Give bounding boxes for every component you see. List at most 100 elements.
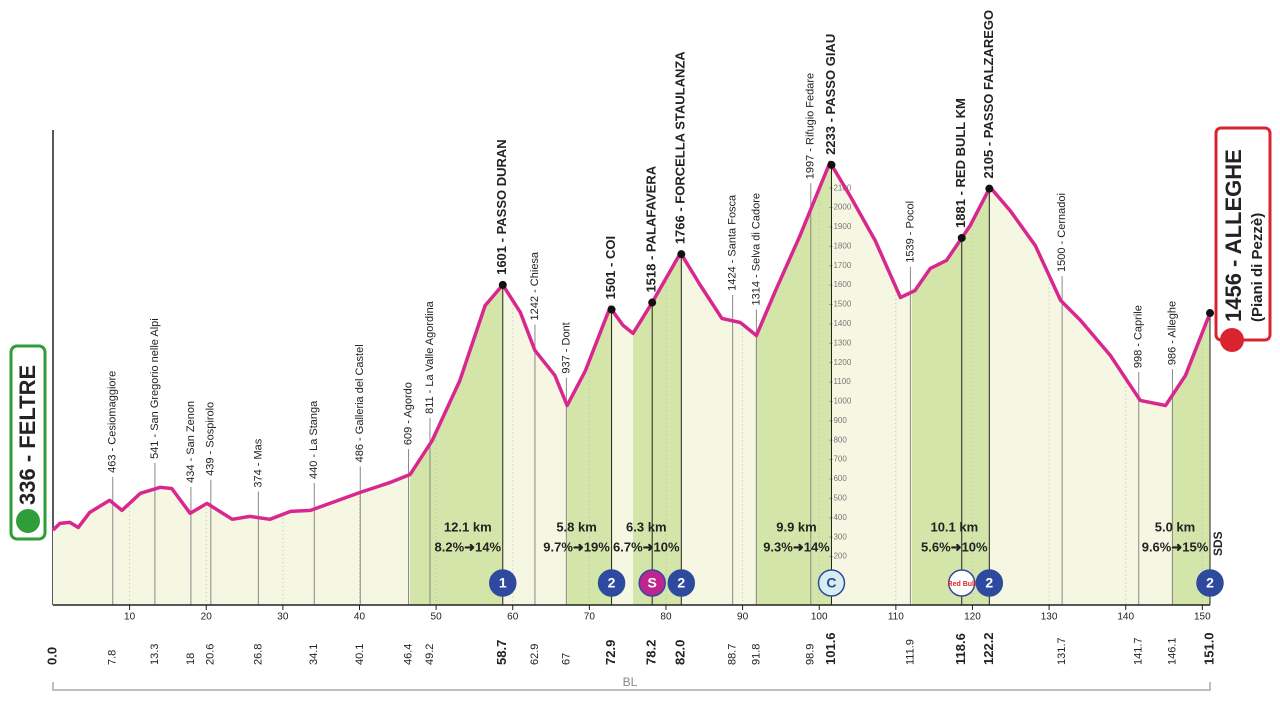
- km-label: 26.8: [252, 644, 264, 665]
- climb-length: 5.0 km: [1155, 519, 1195, 534]
- y-tick-label: 1400: [833, 319, 851, 328]
- summit-label: 1766 - FORCELLA STAULANZA: [673, 51, 688, 244]
- km-label: 82.0: [673, 640, 688, 665]
- climb-length: 5.8 km: [556, 519, 596, 534]
- x-tick-label: 60: [507, 612, 519, 623]
- province-label: BL: [623, 675, 638, 689]
- climb-length: 6.3 km: [626, 519, 666, 534]
- waypoint-label: 1539 - Pocol: [904, 201, 916, 263]
- y-tick-label: 1500: [833, 300, 851, 309]
- climb-badge-label: 2: [1206, 575, 1214, 591]
- waypoint-label: 434 - San Zenon: [185, 401, 197, 483]
- km-label: 122.2: [981, 632, 996, 665]
- summit-label: 1881 - RED BULL KM: [953, 98, 968, 228]
- climb-area: [410, 284, 503, 605]
- summit-label: 1601 - PASSO DURAN: [494, 139, 509, 275]
- y-tick-label: 1000: [833, 397, 851, 406]
- y-tick-label: 900: [833, 416, 847, 425]
- summit-label: 2105 - PASSO FALZAREGO: [981, 10, 996, 179]
- x-tick-label: 10: [124, 612, 136, 623]
- climb-gradient: 9.3%➜14%: [763, 539, 830, 554]
- y-tick-label: 700: [833, 455, 847, 464]
- summit-dot: [677, 250, 686, 259]
- climb-gradient: 9.7%➜19%: [543, 539, 610, 554]
- y-tick-label: 1700: [833, 261, 851, 270]
- climb-area: [1171, 313, 1210, 605]
- climb-area: [911, 188, 990, 605]
- climb-badge: [975, 569, 1004, 597]
- summit-dot: [607, 305, 616, 314]
- x-tick-label: 150: [1194, 612, 1211, 623]
- y-tick-label: 800: [833, 435, 847, 444]
- climb-badge-label: 2: [608, 575, 616, 591]
- y-tick-label: 300: [833, 532, 847, 541]
- climb-gradient: 9.6%➜15%: [1142, 539, 1209, 554]
- km-label: 78.2: [644, 640, 659, 665]
- km-label: 20.6: [205, 644, 217, 665]
- climb-badge: [638, 569, 666, 597]
- y-tick-label: 600: [833, 474, 847, 483]
- waypoint-label: 1314 - Selva di Cadore: [750, 193, 762, 306]
- x-tick-label: 30: [277, 612, 289, 623]
- km-label: 118.6: [953, 633, 968, 665]
- climb-length: 10.1 km: [930, 519, 978, 534]
- y-tick-label: 400: [833, 513, 847, 522]
- km-label: 141.7: [1133, 637, 1145, 665]
- summit-dot: [985, 184, 994, 193]
- summit-dot: [498, 280, 507, 289]
- climb-badge-label: 2: [677, 575, 685, 591]
- waypoint-label: 1242 - Chiesa: [529, 251, 541, 320]
- climb-badge-label: 1: [499, 575, 507, 591]
- km-label: 58.7: [494, 640, 509, 665]
- x-tick-label: 100: [811, 612, 828, 623]
- km-label: 67: [560, 653, 572, 665]
- x-tick-label: 40: [354, 612, 366, 623]
- km-label: 101.6: [823, 632, 838, 665]
- climb-gradient: 8.2%➜14%: [435, 539, 502, 554]
- y-tick-label: 500: [833, 493, 847, 502]
- waypoint-label: 374 - Mas: [252, 438, 264, 487]
- y-tick-label: 1200: [833, 358, 851, 367]
- province-bracket: [52, 682, 1211, 691]
- waypoint-label: 439 - Sospirolo: [205, 402, 217, 476]
- climb-badge-label: 2: [985, 575, 993, 591]
- km-label: 0.0: [44, 647, 59, 665]
- y-tick-label: 1600: [833, 280, 851, 289]
- summit-dot: [648, 298, 657, 307]
- x-tick-label: 70: [584, 612, 596, 623]
- profile-line: [51, 160, 1212, 532]
- x-tick-label: 80: [660, 612, 672, 623]
- x-tick-label: 130: [1041, 612, 1058, 623]
- climb-badge: [947, 569, 976, 597]
- waypoint-label: 811 - La Valle Agordina: [424, 300, 436, 414]
- start-icon: [16, 509, 40, 533]
- waypoint-label: 463 - Cesiomaggiore: [107, 371, 119, 473]
- km-label: 151.0: [1201, 632, 1216, 665]
- km-label: 98.9: [805, 644, 817, 665]
- km-label: 7.8: [107, 650, 119, 665]
- km-label: 111.9: [904, 639, 916, 665]
- waypoint-label: 609 - Agordo: [402, 382, 414, 445]
- climb-badge: [817, 569, 846, 597]
- x-tick-label: 90: [737, 612, 749, 623]
- finish-sublabel: (Piani di Pezzè): [1249, 213, 1266, 322]
- x-tick-label: 120: [964, 612, 981, 623]
- climb-badge-label: S: [648, 575, 657, 591]
- y-tick-label: 1900: [833, 222, 851, 231]
- climb-badge: [1196, 569, 1224, 597]
- x-tick-label: 50: [431, 612, 443, 623]
- waypoint-label: 1500 - Cernadoi: [1056, 193, 1068, 272]
- waypoint-label: 1424 - Santa Fosca: [727, 194, 739, 291]
- summit-dot: [957, 233, 966, 242]
- climb-badge-label: Red Bull: [948, 581, 976, 588]
- summit-dot: [1206, 309, 1214, 318]
- waypoint-label: 998 - Caprile: [1133, 305, 1145, 368]
- climb-badge: [489, 569, 517, 597]
- summit-label: 1518 - PALAFAVERA: [644, 165, 659, 292]
- y-tick-label: 2100: [833, 183, 851, 192]
- km-label: 72.9: [603, 640, 618, 665]
- x-tick-label: 140: [1117, 612, 1134, 623]
- summit-label: 1501 - COI: [603, 236, 618, 300]
- waypoint-label: 986 - Alleghe: [1166, 301, 1178, 365]
